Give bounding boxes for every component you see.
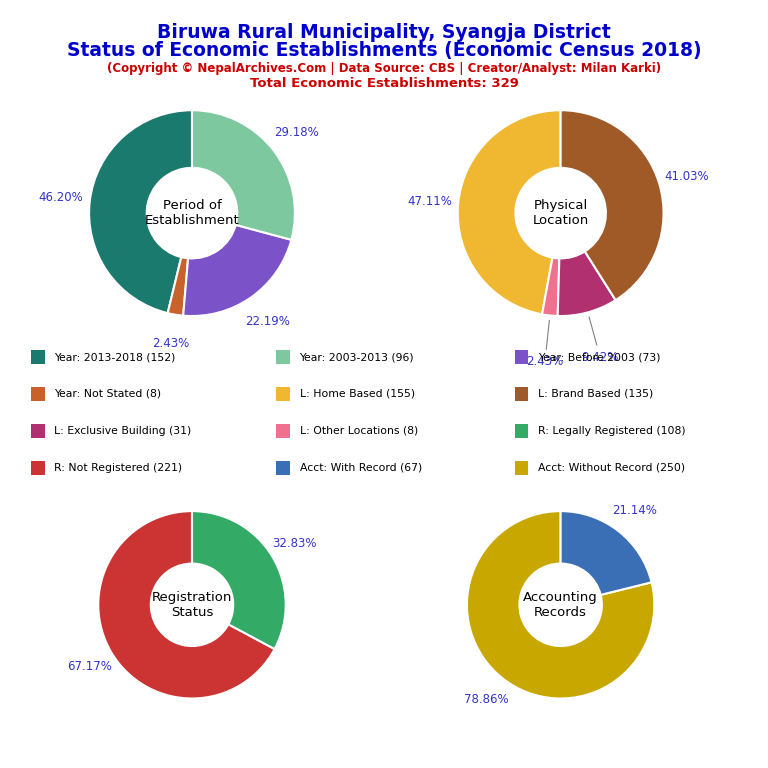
Text: 21.14%: 21.14%: [612, 504, 657, 517]
Wedge shape: [542, 257, 559, 316]
Wedge shape: [561, 110, 664, 300]
Text: Year: Not Stated (8): Year: Not Stated (8): [54, 389, 161, 399]
Text: Registration
Status: Registration Status: [152, 591, 232, 619]
Wedge shape: [167, 257, 188, 316]
Text: 29.18%: 29.18%: [274, 127, 319, 140]
Text: R: Not Registered (221): R: Not Registered (221): [54, 462, 182, 473]
Wedge shape: [561, 511, 651, 595]
Text: (Copyright © NepalArchives.Com | Data Source: CBS | Creator/Analyst: Milan Karki: (Copyright © NepalArchives.Com | Data So…: [107, 62, 661, 75]
Text: Period of
Establishment: Period of Establishment: [144, 199, 240, 227]
Text: Year: 2003-2013 (96): Year: 2003-2013 (96): [300, 352, 414, 362]
Wedge shape: [458, 110, 561, 314]
Text: R: Legally Registered (108): R: Legally Registered (108): [538, 425, 685, 436]
Text: 41.03%: 41.03%: [665, 170, 710, 183]
Wedge shape: [98, 511, 275, 698]
Text: 22.19%: 22.19%: [245, 315, 290, 327]
Text: Acct: Without Record (250): Acct: Without Record (250): [538, 462, 685, 473]
Text: Acct: With Record (67): Acct: With Record (67): [300, 462, 422, 473]
Text: Accounting
Records: Accounting Records: [523, 591, 598, 619]
Text: 47.11%: 47.11%: [407, 194, 452, 207]
Wedge shape: [89, 110, 192, 313]
Text: 9.42%: 9.42%: [581, 317, 619, 363]
Text: Physical
Location: Physical Location: [532, 199, 589, 227]
Wedge shape: [192, 110, 295, 240]
Text: 46.20%: 46.20%: [39, 191, 84, 204]
Text: Total Economic Establishments: 329: Total Economic Establishments: 329: [250, 77, 518, 90]
Text: L: Brand Based (135): L: Brand Based (135): [538, 389, 653, 399]
Wedge shape: [467, 511, 654, 698]
Text: Status of Economic Establishments (Economic Census 2018): Status of Economic Establishments (Econo…: [67, 41, 701, 60]
Text: 2.43%: 2.43%: [152, 336, 190, 349]
Text: 78.86%: 78.86%: [465, 693, 509, 706]
Text: 67.17%: 67.17%: [67, 660, 111, 673]
Text: Biruwa Rural Municipality, Syangja District: Biruwa Rural Municipality, Syangja Distr…: [157, 23, 611, 42]
Wedge shape: [192, 511, 286, 649]
Text: L: Exclusive Building (31): L: Exclusive Building (31): [54, 425, 191, 436]
Text: Year: Before 2003 (73): Year: Before 2003 (73): [538, 352, 660, 362]
Text: 32.83%: 32.83%: [273, 537, 317, 550]
Text: Year: 2013-2018 (152): Year: 2013-2018 (152): [54, 352, 175, 362]
Wedge shape: [558, 251, 616, 316]
Text: L: Home Based (155): L: Home Based (155): [300, 389, 415, 399]
Wedge shape: [183, 225, 291, 316]
Text: L: Other Locations (8): L: Other Locations (8): [300, 425, 418, 436]
Text: 2.43%: 2.43%: [526, 320, 564, 368]
